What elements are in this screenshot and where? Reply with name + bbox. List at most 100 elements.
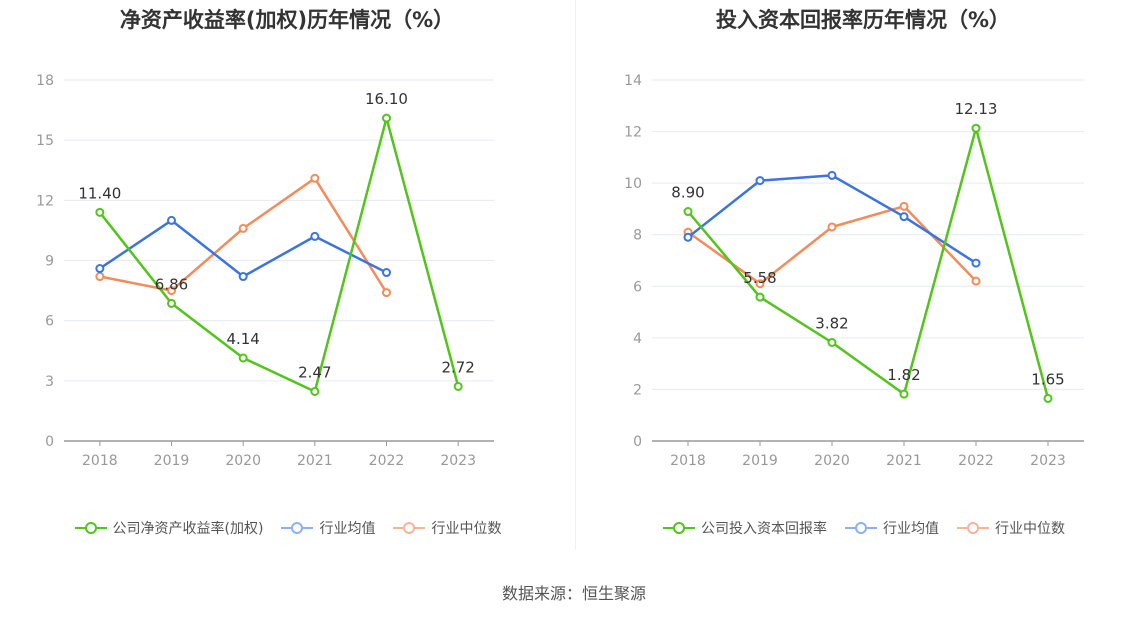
- data-point-median: [382, 288, 391, 298]
- legend-item-mean[interactable]: 行业均值: [843, 518, 939, 538]
- y-tick-label: 6: [633, 279, 642, 295]
- data-point-median: [95, 272, 105, 282]
- data-point-company: [827, 337, 837, 347]
- data-point-mean: [755, 176, 765, 186]
- data-point-company: [453, 381, 463, 391]
- x-tick-label: 2022: [958, 453, 994, 469]
- legend-company-marker: [74, 522, 107, 534]
- data-label: 16.10: [365, 90, 408, 108]
- legend-label-company: 公司投入资本回报率: [701, 521, 827, 537]
- roic-chart-panel: 投入资本回报率历年情况（%） 0 2 4 6 8 10 12 14 2018 2019 2020 20…: [576, 0, 1148, 560]
- data-point-company: [167, 298, 176, 308]
- y-tick-label: 2: [633, 382, 642, 398]
- y-tick-label: 12: [624, 125, 642, 141]
- y-tick-label: 0: [633, 434, 642, 450]
- x-tick-label: 2018: [670, 453, 706, 469]
- data-point-company: [899, 389, 909, 399]
- data-point-mean: [238, 272, 248, 282]
- data-point-company: [683, 207, 693, 217]
- data-point-median: [827, 222, 837, 232]
- legend-median-marker: [957, 522, 989, 534]
- roe-line-chart: 0 3 6 9 12 15 18 2018 2019 2020 2021 2022 2023 11.40 6…: [36, 73, 494, 469]
- x-tick-label: 2023: [1030, 453, 1066, 469]
- legend-mean-marker: [845, 522, 877, 534]
- legend-label-median: 行业中位数: [995, 521, 1065, 537]
- data-point-company: [238, 353, 248, 363]
- data-point-mean: [971, 258, 981, 268]
- data-label: 2.72: [441, 358, 474, 376]
- data-label: 3.82: [815, 314, 848, 332]
- data-source-note: 数据来源：恒生聚源: [501, 584, 646, 603]
- data-point-company: [310, 386, 320, 396]
- data-point-company: [755, 292, 765, 302]
- y-tick-label: 6: [45, 314, 54, 330]
- data-point-median: [755, 279, 765, 289]
- legend-item-company[interactable]: 公司投入资本回报率: [661, 518, 827, 538]
- x-tick-label: 2018: [82, 453, 118, 469]
- legend-label-median: 行业中位数: [431, 521, 502, 537]
- legend-item-mean[interactable]: 行业均值: [279, 518, 375, 538]
- data-label: 1.82: [887, 366, 920, 384]
- data-point-mean: [683, 232, 693, 242]
- series-line-company: [98, 116, 460, 393]
- y-tick-label: 3: [45, 374, 54, 390]
- legend-label-mean: 行业均值: [883, 521, 939, 537]
- chart-title: 投入资本回报率历年情况（%）: [715, 8, 1011, 32]
- data-point-company: [95, 207, 105, 217]
- x-tick-label: 2021: [297, 453, 333, 469]
- series-line-mean: [687, 174, 977, 265]
- data-label: 11.40: [78, 184, 121, 202]
- legend-label-company: 公司净资产收益率(加权): [112, 521, 264, 537]
- legend-company-marker: [663, 522, 695, 534]
- x-tick-label: 2023: [440, 453, 476, 469]
- legend-mean-marker: [281, 522, 314, 534]
- data-point-company: [382, 113, 391, 123]
- data-point-median: [167, 286, 176, 296]
- legend-label-mean: 行业均值: [319, 521, 376, 537]
- data-label: 5.58: [743, 269, 776, 287]
- data-point-mean: [167, 215, 176, 225]
- data-point-mean: [827, 170, 837, 180]
- y-tick-label: 18: [36, 73, 54, 89]
- y-tick-label: 12: [36, 193, 54, 209]
- data-point-median: [238, 223, 248, 233]
- data-point-mean: [382, 268, 391, 278]
- series-line-company: [687, 126, 1050, 399]
- y-tick-label: 15: [36, 133, 54, 149]
- y-tick-label: 4: [633, 331, 642, 347]
- data-point-median: [971, 276, 981, 286]
- y-tick-label: 14: [624, 73, 642, 89]
- data-label: 4.14: [226, 330, 259, 348]
- chart-legend: 公司净资产收益率(加权) 行业均值 行业中位数: [0, 518, 574, 538]
- data-point-mean: [95, 264, 105, 274]
- legend-item-median[interactable]: 行业中位数: [391, 518, 501, 538]
- y-tick-label: 8: [633, 228, 642, 244]
- x-tick-label: 2020: [225, 453, 261, 469]
- legend-item-median[interactable]: 行业中位数: [955, 518, 1065, 538]
- roic-line-chart: 0 2 4 6 8 10 12 14 2018 2019 2020 2021 2022 2023 8.90 5…: [624, 73, 1084, 469]
- roe-chart-panel: 净资产收益率(加权)历年情况（%） 0 3 6 9 12 15 18 2018 2019 2020…: [0, 0, 574, 560]
- data-point-mean: [310, 231, 320, 241]
- legend-median-marker: [393, 522, 426, 534]
- data-point-company: [1043, 393, 1053, 403]
- data-point-mean: [899, 212, 909, 222]
- x-tick-label: 2019: [742, 453, 778, 469]
- x-tick-label: 2022: [369, 453, 405, 469]
- data-label: 2.47: [298, 363, 331, 381]
- data-label: 8.90: [671, 184, 704, 202]
- panel-divider: [575, 0, 576, 550]
- legend-item-company[interactable]: 公司净资产收益率(加权): [73, 518, 264, 538]
- data-label: 6.86: [155, 275, 188, 293]
- data-label: 12.13: [955, 100, 998, 118]
- chart-legend: 公司投入资本回报率 行业均值 行业中位数: [576, 518, 1148, 538]
- data-point-company: [971, 123, 981, 133]
- data-point-median: [310, 173, 320, 183]
- x-tick-label: 2019: [154, 453, 190, 469]
- series-line-median: [687, 205, 977, 285]
- x-tick-label: 2020: [814, 453, 850, 469]
- chart-title: 净资产收益率(加权)历年情况（%）: [119, 8, 455, 32]
- y-tick-label: 9: [45, 254, 54, 270]
- data-label: 1.65: [1031, 370, 1064, 388]
- y-tick-label: 10: [624, 176, 642, 192]
- y-tick-label: 0: [45, 434, 54, 450]
